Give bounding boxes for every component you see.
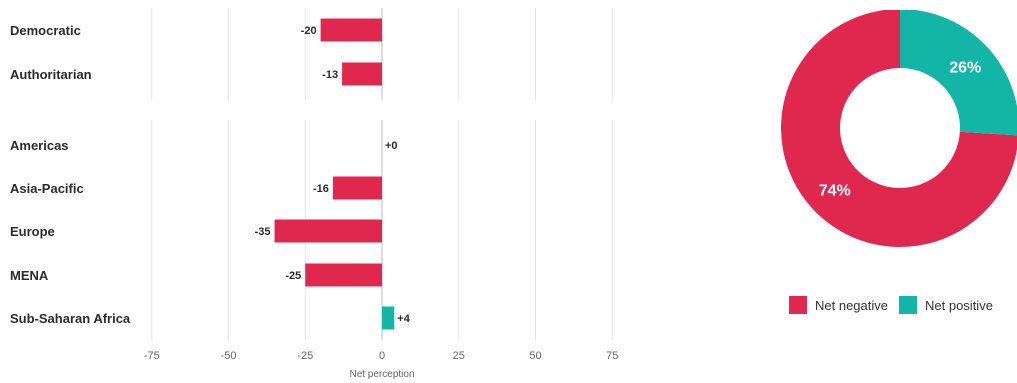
bar <box>320 18 382 42</box>
legend-label-net-positive: Net positive <box>925 297 993 313</box>
x-tick-label: 50 <box>529 350 541 362</box>
slice-label: 74% <box>819 182 851 199</box>
donut-chart: 74% 26% <box>781 10 1017 247</box>
legend-label-net-negative: Net negative <box>815 297 888 313</box>
category-label: Sub-Saharan Africa <box>10 311 131 326</box>
x-tick-label: -50 <box>221 350 237 362</box>
x-tick-label: -25 <box>297 350 313 362</box>
category-label: Europe <box>10 224 55 239</box>
category-label: Authoritarian <box>10 67 92 82</box>
x-tick-label: 25 <box>453 350 465 362</box>
category-label: Americas <box>10 138 69 153</box>
legend-item-net-negative: Net negative <box>789 296 888 314</box>
donut-legend: Net negative Net positive <box>789 296 1004 314</box>
value-label: +4 <box>397 313 410 325</box>
x-tick-label: 0 <box>379 350 385 362</box>
bar-chart: Democratic -20 Authoritarian -13 Americas +0 A… <box>10 8 618 380</box>
category-label: Democratic <box>10 23 81 38</box>
legend-swatch-net-positive <box>899 296 917 314</box>
value-label: -25 <box>285 270 301 282</box>
x-tick-label: -75 <box>144 350 160 362</box>
value-label: +0 <box>385 140 398 152</box>
donut-slice-net-positive <box>900 10 1017 136</box>
slice-label: 26% <box>949 60 981 77</box>
category-label: Asia-Pacific <box>10 181 84 196</box>
bar <box>274 219 382 243</box>
value-label: -35 <box>255 226 271 238</box>
donut-slice-net-negative <box>781 10 1017 247</box>
bar <box>342 62 382 86</box>
value-label: -13 <box>322 69 338 81</box>
bar <box>305 263 382 287</box>
x-axis-title: Net perception <box>349 369 414 380</box>
value-label: -16 <box>313 183 329 195</box>
x-tick-label: 75 <box>606 350 618 362</box>
bar <box>332 176 382 200</box>
bar <box>382 306 395 330</box>
legend-item-net-positive: Net positive <box>899 296 993 314</box>
category-label: MENA <box>10 268 49 283</box>
legend-swatch-net-negative <box>789 296 807 314</box>
value-label: -20 <box>301 25 317 37</box>
